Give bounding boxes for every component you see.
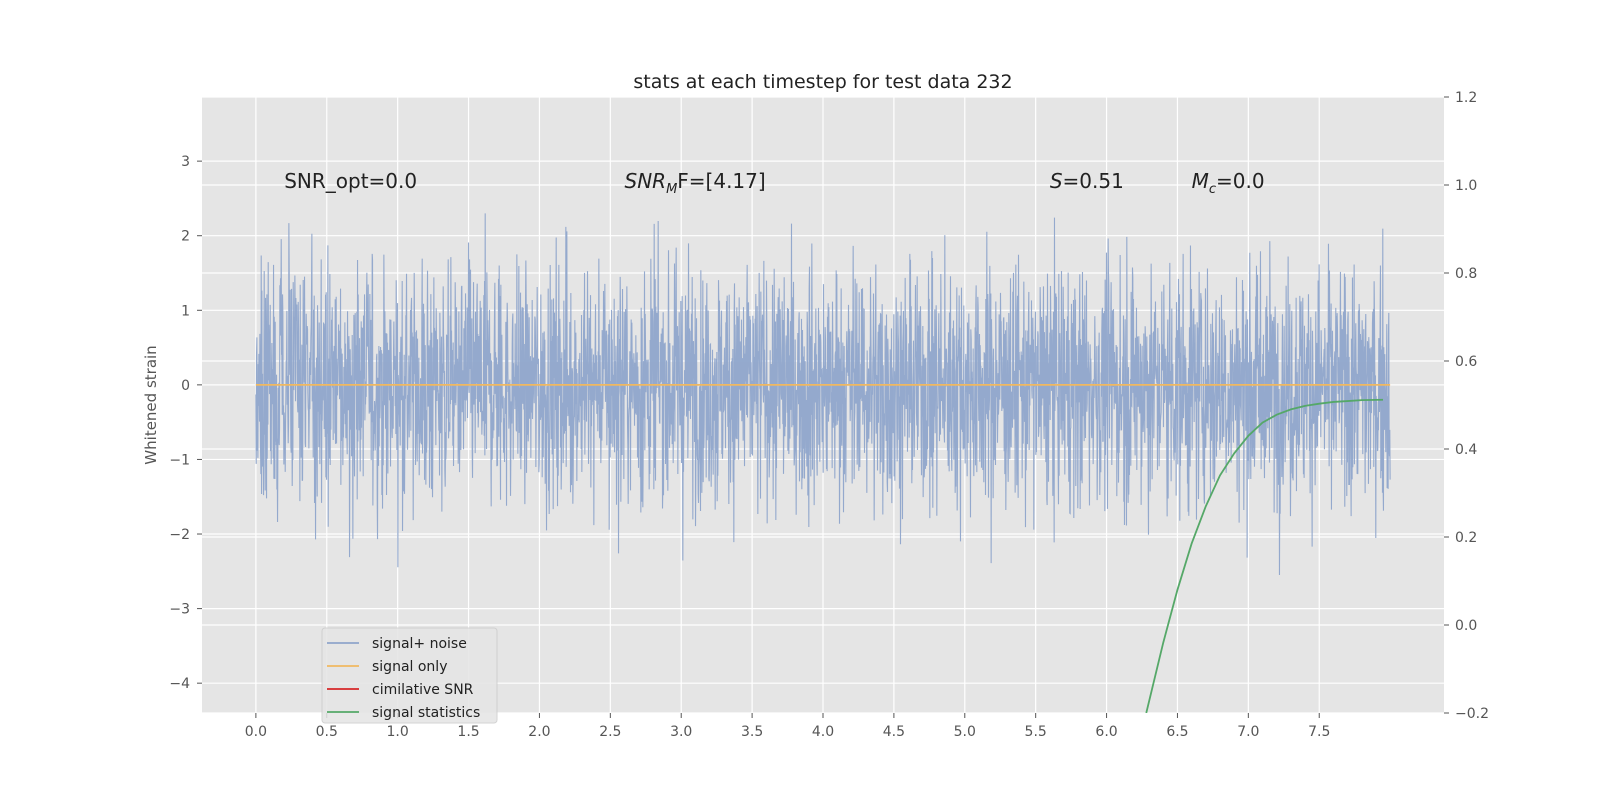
y-tick-label: −4 — [169, 676, 190, 692]
x-tick-label: 7.5 — [1308, 724, 1330, 740]
y2-tick-label: 0.6 — [1455, 354, 1477, 370]
x-tick-label: 3.0 — [670, 724, 692, 740]
series-signal-statistics — [1145, 398, 1384, 713]
series-layer — [255, 213, 1391, 713]
y2-tick-label: 1.2 — [1455, 90, 1477, 106]
x-tick-label: 0.0 — [245, 724, 267, 740]
annotation-1: SNRMF=[4.17] — [625, 169, 766, 197]
y2-tick-label: 0.8 — [1455, 266, 1477, 282]
y-tick-label: 0 — [181, 378, 190, 394]
annotations: SNR_opt=0.0 SNRMF=[4.17] S=0.51 Mc=0.0 — [284, 169, 1264, 197]
legend-label: cimilative SNR — [372, 682, 474, 698]
legend: signal+ noise signal only cimilative SNR si… — [321, 627, 498, 724]
y2-tick-label: 0.2 — [1455, 530, 1477, 546]
y2-tick-label: 0.0 — [1455, 618, 1477, 634]
y-tick-label: 3 — [181, 154, 190, 170]
y2-axis-ticks: 1.2 1.0 0.8 0.6 0.4 0.2 0.0 −0.2 — [1444, 90, 1489, 722]
y2-tick-label: −0.2 — [1455, 706, 1489, 722]
annotation-0: SNR_opt=0.0 — [284, 169, 417, 193]
legend-box — [321, 627, 498, 724]
y2-tick-label: 1.0 — [1455, 178, 1477, 194]
y-tick-label: 1 — [181, 303, 190, 319]
y-tick-label: 2 — [181, 229, 190, 245]
y-tick-label: −3 — [169, 602, 190, 618]
x-tick-label: 5.0 — [954, 724, 976, 740]
x-tick-label: 4.5 — [883, 724, 905, 740]
x-tick-label: 6.0 — [1095, 724, 1117, 740]
y-axis-ticks: 3 2 1 0 −1 −2 −3 −4 — [169, 154, 202, 692]
x-tick-label: 3.5 — [741, 724, 763, 740]
x-axis-ticks: 0.0 0.5 1.0 1.5 2.0 2.5 3.0 3.5 4.0 4.5 5.0 5.5 6.0 6… — [245, 713, 1330, 740]
x-tick-label: 7.0 — [1237, 724, 1259, 740]
x-tick-label: 1.5 — [457, 724, 479, 740]
x-tick-label: 2.5 — [599, 724, 621, 740]
x-tick-label: 4.0 — [812, 724, 834, 740]
legend-label: signal+ noise — [372, 636, 467, 652]
y-axis-label: Whitened strain — [142, 345, 160, 464]
series-signal-noise — [255, 213, 1391, 575]
y-tick-label: −2 — [169, 527, 190, 543]
x-tick-label: 2.0 — [528, 724, 550, 740]
x-tick-label: 0.5 — [316, 724, 338, 740]
x-tick-label: 1.0 — [387, 724, 409, 740]
x-tick-label: 6.5 — [1166, 724, 1188, 740]
y-tick-label: −1 — [169, 452, 190, 468]
x-tick-label: 5.5 — [1025, 724, 1047, 740]
y2-tick-label: 0.4 — [1455, 442, 1477, 458]
annotation-3: Mc=0.0 — [1192, 169, 1265, 197]
legend-label: signal statistics — [372, 705, 480, 721]
legend-label: signal only — [372, 659, 447, 675]
chart-title: stats at each timestep for test data 232 — [633, 71, 1012, 93]
annotation-2: S=0.51 — [1050, 169, 1124, 193]
